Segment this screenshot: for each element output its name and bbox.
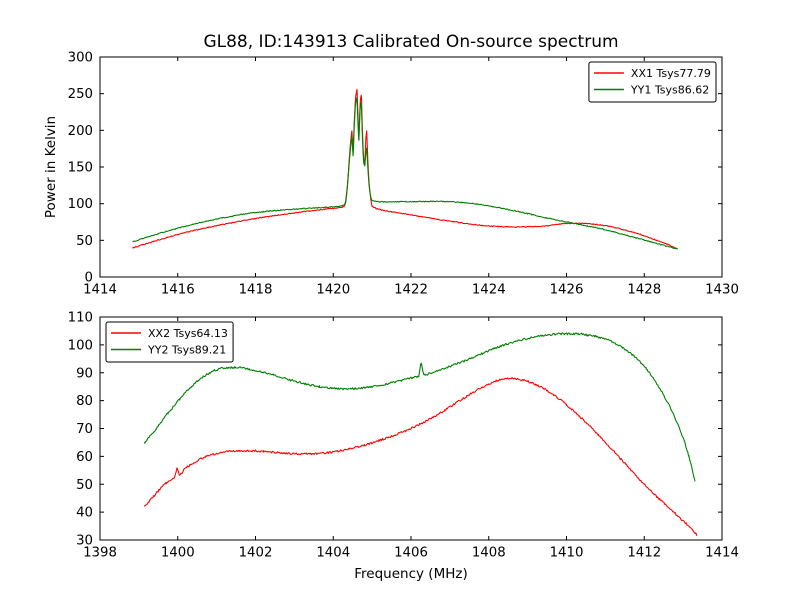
top-tick-labels: 1414 1416 1418 1420 1422 1424 1426 1428 1430 0 50 1… xyxy=(68,51,739,298)
x-tick-label: 1422 xyxy=(394,283,428,298)
x-tick-label: 1412 xyxy=(627,546,661,561)
x-tick-label: 1418 xyxy=(239,283,273,298)
y-tick-label: 150 xyxy=(68,161,93,176)
x-tick-label: 1414 xyxy=(705,546,739,561)
legend-label: XX1 Tsys77.79 xyxy=(631,67,711,80)
x-tick-label: 1430 xyxy=(705,283,739,298)
x-tick-label: 1428 xyxy=(627,283,661,298)
x-tick-label: 1424 xyxy=(472,283,506,298)
y-tick-label: 100 xyxy=(68,338,93,353)
yy1-series-line xyxy=(132,96,678,250)
x-tick-label: 1414 xyxy=(83,283,117,298)
y-tick-label: 300 xyxy=(68,51,93,66)
bottom-plot: 1398 1400 1402 1404 1406 1408 1410 1412 1414 30 40… xyxy=(68,311,739,561)
top-plot-frame xyxy=(99,56,723,278)
y-tick-label: 70 xyxy=(76,422,93,437)
top-plot: 1414 1416 1418 1420 1422 1424 1426 1428 1430 0 50 1… xyxy=(68,51,739,298)
y-tick-label: 0 xyxy=(85,271,93,286)
legend-label: YY1 Tsys86.62 xyxy=(630,84,709,97)
x-tick-label: 1426 xyxy=(550,283,584,298)
legend-label: XX2 Tsys64.13 xyxy=(148,327,228,340)
y-tick-label: 40 xyxy=(76,506,93,521)
y-axis-label: Power in Kelvin xyxy=(43,116,59,218)
y-tick-label: 80 xyxy=(76,394,93,409)
bottom-legend: XX2 Tsys64.13 YY2 Tsys89.21 xyxy=(105,321,234,363)
x-tick-label: 1400 xyxy=(161,546,195,561)
legend-box xyxy=(588,61,717,103)
x-tick-label: 1410 xyxy=(550,546,584,561)
xx2-series-line xyxy=(144,376,698,536)
bottom-tick-labels: 1398 1400 1402 1404 1406 1408 1410 1412 1414 30 40… xyxy=(68,311,739,561)
x-tick-label: 1406 xyxy=(394,546,428,561)
bottom-plot-frame xyxy=(99,316,723,541)
x-tick-label: 1404 xyxy=(316,546,350,561)
xx1-series-line xyxy=(132,88,678,250)
yy2-series-line xyxy=(144,332,696,482)
x-tick-label: 1420 xyxy=(316,283,350,298)
figure-title: GL88, ID:143913 Calibrated On-source spe… xyxy=(203,32,618,52)
top-legend: XX1 Tsys77.79 YY1 Tsys86.62 xyxy=(588,61,717,103)
x-tick-label: 1402 xyxy=(239,546,273,561)
y-tick-label: 250 xyxy=(68,87,93,102)
y-tick-label: 50 xyxy=(76,478,93,493)
y-tick-label: 30 xyxy=(76,534,93,549)
x-tick-label: 1398 xyxy=(83,546,117,561)
y-tick-label: 90 xyxy=(76,366,93,381)
y-tick-label: 100 xyxy=(68,197,93,212)
y-tick-label: 200 xyxy=(68,124,93,139)
x-axis-label: Frequency (MHz) xyxy=(354,566,467,582)
legend-box xyxy=(105,321,234,363)
y-tick-label: 50 xyxy=(76,234,93,249)
x-tick-label: 1408 xyxy=(472,546,506,561)
legend-label: YY2 Tsys89.21 xyxy=(147,344,226,357)
y-tick-label: 110 xyxy=(68,311,93,326)
x-tick-label: 1416 xyxy=(161,283,195,298)
y-tick-label: 60 xyxy=(76,450,93,465)
